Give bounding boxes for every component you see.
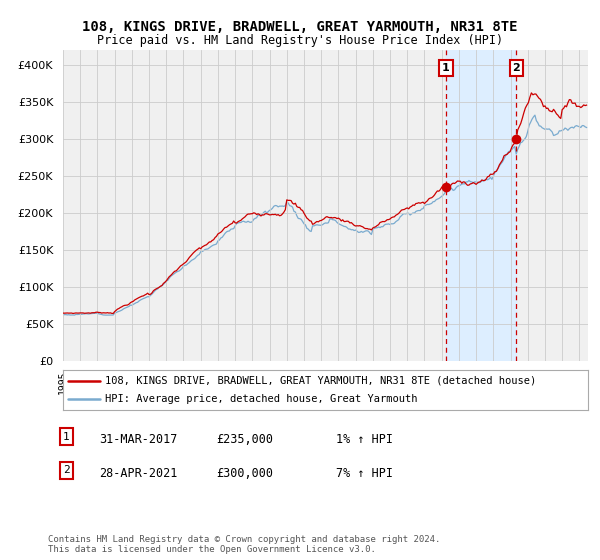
Text: 108, KINGS DRIVE, BRADWELL, GREAT YARMOUTH, NR31 8TE: 108, KINGS DRIVE, BRADWELL, GREAT YARMOU… <box>82 20 518 34</box>
Text: £300,000: £300,000 <box>216 466 273 480</box>
Text: 108, KINGS DRIVE, BRADWELL, GREAT YARMOUTH, NR31 8TE (detached house): 108, KINGS DRIVE, BRADWELL, GREAT YARMOU… <box>105 376 536 386</box>
Text: 28-APR-2021: 28-APR-2021 <box>99 466 178 480</box>
Text: Price paid vs. HM Land Registry's House Price Index (HPI): Price paid vs. HM Land Registry's House … <box>97 34 503 46</box>
Text: 1: 1 <box>63 432 70 442</box>
Text: 1% ↑ HPI: 1% ↑ HPI <box>336 433 393 446</box>
Text: 31-MAR-2017: 31-MAR-2017 <box>99 433 178 446</box>
Text: 2: 2 <box>63 465 70 475</box>
Text: HPI: Average price, detached house, Great Yarmouth: HPI: Average price, detached house, Grea… <box>105 394 418 404</box>
Text: 1: 1 <box>442 63 450 73</box>
Text: 7% ↑ HPI: 7% ↑ HPI <box>336 466 393 480</box>
Text: £235,000: £235,000 <box>216 433 273 446</box>
Bar <box>446 50 516 361</box>
Text: 2: 2 <box>512 63 520 73</box>
Text: Contains HM Land Registry data © Crown copyright and database right 2024.
This d: Contains HM Land Registry data © Crown c… <box>48 535 440 554</box>
